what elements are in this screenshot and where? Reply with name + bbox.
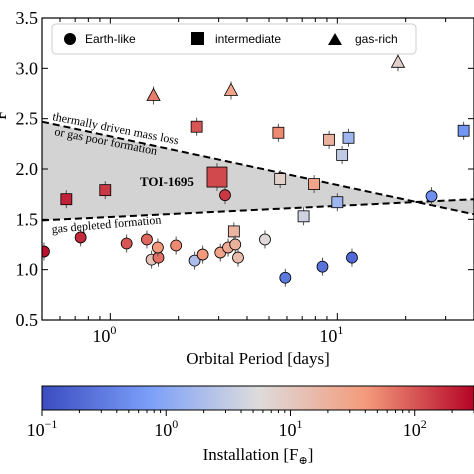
point-earth-like	[232, 251, 244, 264]
point-intermediate	[272, 126, 285, 139]
point-intermediate	[60, 193, 73, 206]
point-earth-like	[151, 241, 164, 254]
colorbar-ticks: 10−1 100 101 102	[27, 410, 474, 440]
legend-box	[51, 23, 417, 55]
colorbar-label: Installation [F⊕]	[203, 445, 314, 467]
colorbar-tick-label: 10−1	[27, 417, 58, 440]
y-tick-label: 3.0	[16, 58, 39, 78]
x-ticks: 100 101	[41, 18, 474, 346]
shaded-region	[42, 121, 474, 221]
point-earth-like	[152, 251, 165, 264]
y-tick-label: 2.5	[16, 109, 39, 129]
point-intermediate	[457, 124, 470, 137]
x-tick-label: 100	[92, 323, 116, 346]
colorbar-tick-label: 101	[278, 417, 302, 440]
point-intermediate	[274, 173, 287, 185]
legend-label-gas-rich: gas-rich	[355, 32, 398, 46]
y-tick-label: 0.5	[16, 310, 39, 330]
point-intermediate	[342, 131, 355, 144]
colorbar-tick-label: 100	[154, 417, 178, 440]
point-earth-like	[74, 231, 87, 244]
point-earth-like	[259, 233, 271, 246]
upper-boundary-line	[42, 120, 474, 216]
colorbar-tick-label: 102	[403, 417, 427, 440]
y-tick-label: 2.0	[16, 159, 39, 179]
legend-label-intermediate: intermediate	[215, 32, 281, 46]
point-intermediate	[99, 184, 112, 197]
point-intermediate	[336, 149, 349, 161]
y-tick-label: 1.5	[16, 209, 39, 229]
point-earth-like	[229, 238, 242, 251]
point-toi-1695	[206, 166, 228, 188]
data-points	[42, 53, 470, 287]
point-intermediate	[227, 225, 240, 238]
point-earth-like	[425, 190, 438, 203]
x-tick-label: 101	[319, 323, 343, 346]
point-earth-like	[141, 233, 153, 246]
point-earth-like	[316, 260, 329, 273]
point-gas-rich	[146, 87, 161, 101]
point-intermediate	[190, 120, 203, 133]
point-gas-rich	[390, 54, 406, 68]
y-tick-label: 1.0	[16, 260, 39, 280]
point-intermediate	[297, 210, 310, 223]
point-intermediate	[323, 133, 336, 146]
legend: Earth-like intermediate gas-rich	[51, 23, 417, 55]
y-ticks: 0.5 1.0 1.5 2.0 2.5 3.0 3.5	[16, 8, 474, 330]
lower-boundary-line	[42, 198, 474, 222]
legend-circle-marker	[64, 33, 76, 45]
legend-square-marker	[191, 32, 204, 45]
y-tick-label: 3.5	[16, 8, 39, 28]
point-intermediate	[331, 196, 344, 209]
point-gas-rich	[223, 82, 239, 96]
point-earth-like	[170, 239, 183, 252]
point-earth-like	[120, 237, 133, 250]
point-earth-like	[219, 189, 231, 202]
point-intermediate	[308, 178, 320, 191]
y-axis-label-partial: F	[0, 111, 10, 120]
point-earth-like	[42, 245, 50, 258]
legend-triangle-marker	[328, 33, 342, 45]
annotation-toi-1695: TOI-1695	[140, 174, 194, 189]
point-earth-like	[279, 271, 292, 284]
colorbar	[41, 385, 474, 411]
legend-label-earth-like: Earth-like	[85, 32, 136, 46]
point-earth-like	[188, 254, 201, 267]
x-axis-title: Orbital Period [days]	[186, 349, 330, 368]
point-earth-like	[196, 248, 209, 261]
point-earth-like	[346, 251, 358, 264]
